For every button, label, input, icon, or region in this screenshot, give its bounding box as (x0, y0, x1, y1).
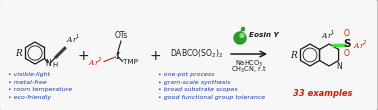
Circle shape (242, 28, 245, 30)
Text: • good functional group tolerance: • good functional group tolerance (158, 94, 265, 100)
Text: O: O (344, 29, 350, 38)
Text: Eosin Y: Eosin Y (249, 32, 279, 38)
Text: • metal-free: • metal-free (8, 80, 47, 84)
Text: TMP: TMP (123, 59, 138, 65)
Circle shape (240, 34, 244, 38)
Text: N: N (336, 62, 342, 71)
Circle shape (234, 32, 246, 44)
Text: • eco-friendly: • eco-friendly (8, 94, 51, 100)
Text: S: S (343, 39, 350, 50)
Text: Ar$^2$: Ar$^2$ (353, 38, 367, 51)
Text: 33 examples: 33 examples (293, 89, 352, 97)
FancyArrowPatch shape (231, 51, 265, 57)
Text: OTs: OTs (115, 31, 128, 40)
Text: • one-pot process: • one-pot process (158, 72, 214, 77)
Text: CH$_3$CN, r.t: CH$_3$CN, r.t (231, 65, 267, 75)
Text: O: O (344, 50, 350, 59)
Text: Ar$^1$: Ar$^1$ (67, 32, 81, 45)
Text: Ar$^2$: Ar$^2$ (88, 56, 103, 68)
Text: R: R (290, 50, 297, 60)
Text: • visible-light: • visible-light (8, 72, 50, 77)
Text: DABCO(SO$_2$)$_2$: DABCO(SO$_2$)$_2$ (170, 48, 223, 60)
Text: +: + (77, 49, 89, 63)
Text: N: N (46, 59, 51, 68)
Text: Ar$^1$: Ar$^1$ (321, 29, 335, 41)
Text: • gram-scale synthesis: • gram-scale synthesis (158, 80, 230, 84)
Text: H: H (52, 62, 57, 68)
Text: • broad substrate scopes: • broad substrate scopes (158, 87, 238, 92)
Text: NaHCO$_3$: NaHCO$_3$ (235, 59, 263, 69)
Text: • room temperature: • room temperature (8, 87, 72, 92)
Text: +: + (149, 49, 161, 63)
Text: R: R (15, 49, 22, 58)
Text: I: I (115, 51, 119, 61)
